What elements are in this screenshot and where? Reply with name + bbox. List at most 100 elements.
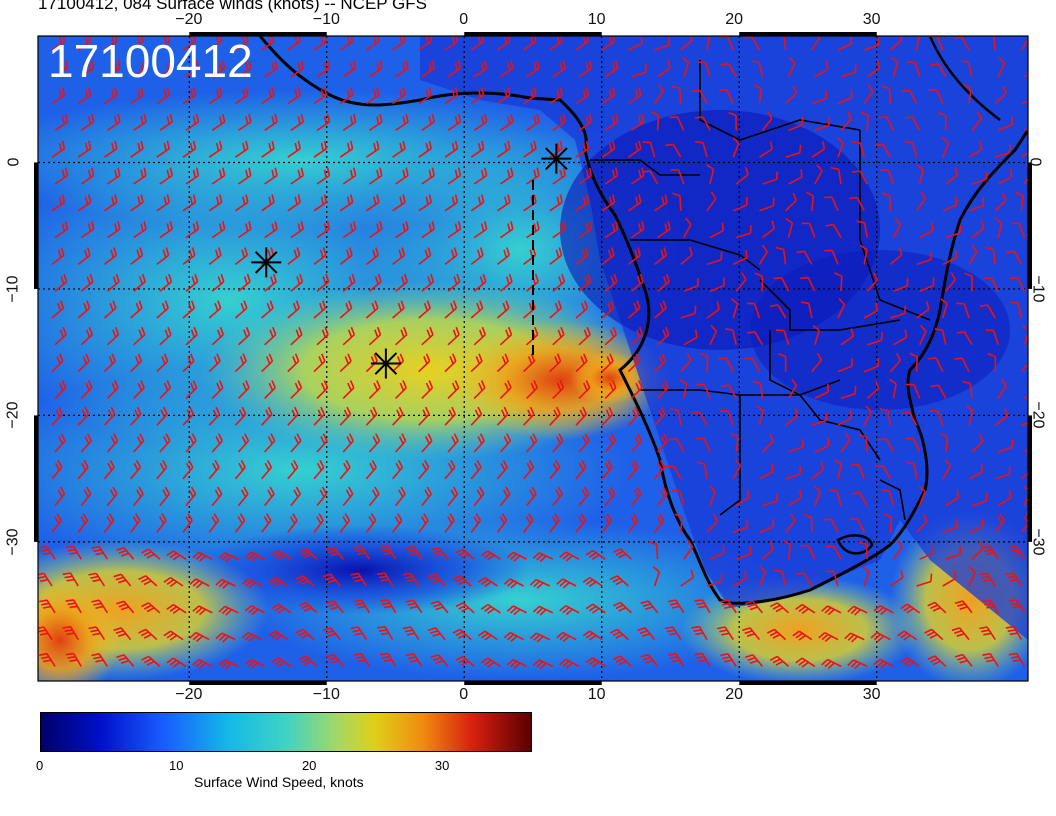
wind-barb (994, 144, 1011, 158)
wind-barb (470, 513, 482, 533)
wind-barb (717, 626, 734, 641)
wind-barb (753, 84, 762, 104)
wind-barb (326, 600, 344, 614)
wind-barb (814, 164, 823, 185)
wind-barb (575, 140, 590, 158)
wind-barb (376, 625, 394, 641)
wind-barb (234, 247, 248, 266)
wind-barb (640, 653, 659, 667)
wind-barb (744, 36, 761, 51)
wind-barb (91, 599, 109, 614)
wind-barb (575, 406, 588, 426)
wind-barb (244, 604, 265, 616)
wind-barb (866, 60, 881, 78)
wind-barb (706, 36, 711, 51)
wind-barb (863, 358, 880, 373)
wind-barb (80, 113, 95, 132)
wind-barb (767, 628, 787, 641)
tick-bar (189, 681, 327, 685)
wind-barb (680, 352, 692, 373)
wind-barb (552, 273, 566, 292)
wind-barb (847, 605, 868, 616)
wind-barb (77, 140, 92, 158)
wind-barb (529, 632, 551, 643)
wind-barb (979, 626, 996, 641)
top-lon-label: 20 (725, 11, 744, 28)
wind-barb (365, 247, 379, 266)
wind-barb (418, 36, 432, 51)
wind-barb (295, 575, 315, 587)
wind-barb (103, 406, 116, 426)
wind-barb (264, 273, 277, 292)
wind-barb (840, 385, 857, 400)
wind-barb (290, 273, 304, 292)
wind-barb (627, 194, 642, 212)
wind-barb (627, 300, 641, 319)
wind-barb (54, 221, 69, 239)
wind-barb (316, 167, 331, 185)
wind-barb (264, 167, 278, 185)
wind-barb (680, 569, 694, 587)
wind-barb (709, 277, 725, 292)
wind-barb (392, 247, 406, 266)
wind-barb (261, 140, 275, 158)
wind-barb (473, 221, 488, 239)
wind-barb (499, 113, 514, 132)
wind-barb (350, 572, 368, 587)
wind-barb (211, 326, 225, 346)
wind-barb (834, 272, 843, 292)
wind-barb (837, 36, 853, 51)
wind-barb (728, 111, 737, 131)
wind-barb (956, 302, 970, 319)
colorbar-tick-label: 20 (301, 758, 317, 773)
wind-barb (719, 89, 734, 104)
wind-barb (997, 439, 1014, 453)
wind-barb (271, 603, 292, 614)
wind-barb (918, 485, 926, 506)
wind-barb (637, 627, 656, 641)
wind-barb (788, 489, 803, 507)
wind-barb (627, 353, 640, 373)
wind-barb (182, 353, 195, 373)
wind-barb (732, 570, 747, 587)
wind-barb (941, 137, 950, 158)
wind-barb (185, 380, 198, 399)
wind-barb (968, 566, 976, 587)
wind-barb (208, 353, 221, 373)
wind-barb (720, 653, 737, 667)
wind-barb (444, 36, 459, 51)
wind-barb (65, 545, 82, 560)
wind-barb (823, 196, 839, 212)
wind-barb (141, 602, 161, 614)
wind-barb (774, 569, 787, 587)
wind-barb (665, 143, 682, 158)
wind-barb (54, 167, 69, 185)
wind-barb (496, 406, 509, 426)
wind-barb (182, 300, 196, 319)
wind-barb (392, 406, 404, 426)
wind-barb (342, 380, 355, 399)
wind-barb (211, 273, 225, 292)
wind-barb (54, 273, 68, 292)
wind-barb (163, 630, 184, 641)
wind-barb (182, 460, 194, 480)
wind-barb (339, 460, 351, 480)
wind-barb (930, 384, 947, 399)
wind-barb (953, 36, 970, 51)
wind-barb (208, 36, 223, 51)
wind-barb (237, 167, 252, 185)
bottom-lon-label: −10 (312, 686, 340, 703)
wind-barb (368, 486, 380, 507)
wind-barb (997, 56, 1006, 78)
wind-barb (376, 572, 394, 587)
wind-barb (904, 141, 918, 158)
wind-barb (447, 486, 459, 507)
wind-barb (657, 380, 669, 399)
wind-barb (130, 406, 142, 426)
wind-barb (189, 578, 210, 589)
wind-barb (379, 652, 397, 667)
wind-barb (1008, 545, 1026, 560)
wind-barb (878, 438, 895, 453)
wind-barb (552, 380, 565, 399)
wind-barb (942, 519, 958, 534)
